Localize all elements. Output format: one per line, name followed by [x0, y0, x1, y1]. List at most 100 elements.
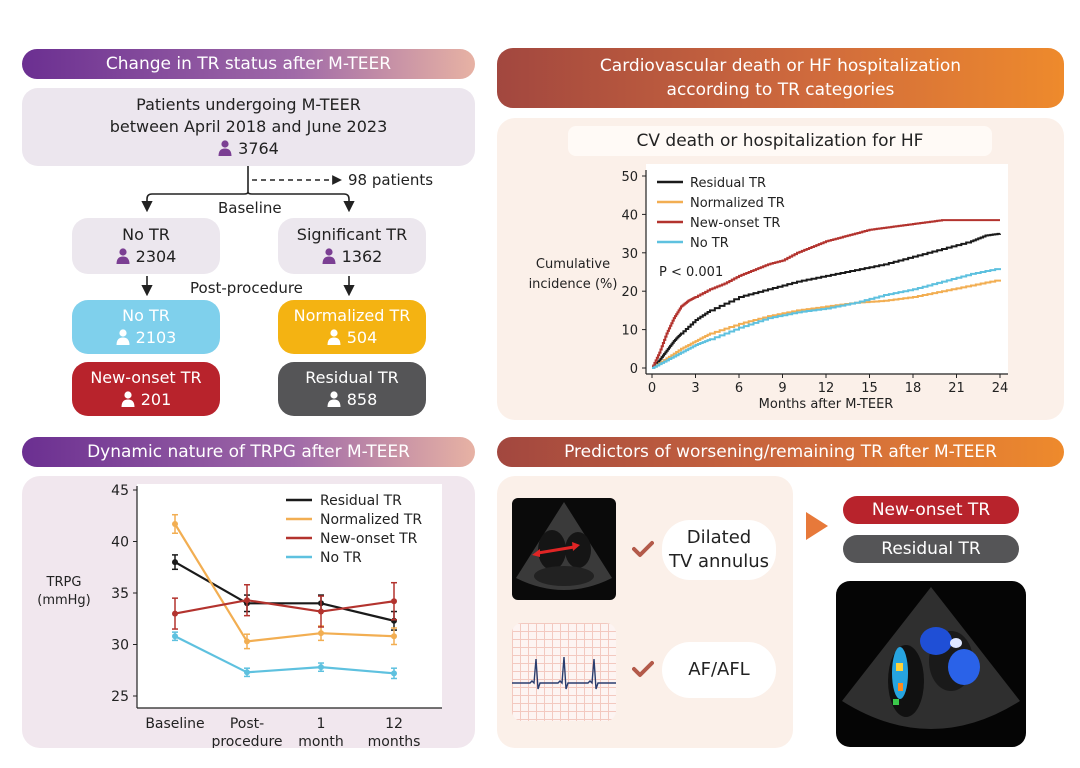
- km-subtitle: CV death or hospitalization for HF: [568, 126, 992, 156]
- km-legend-label: New-onset TR: [690, 216, 780, 231]
- km-x-tick-label: 3: [691, 381, 699, 396]
- normalized-count: 504: [327, 327, 377, 349]
- km-line-normalized-tr: [652, 279, 1001, 369]
- predictors-header: Predictors of worsening/remaining TR aft…: [497, 437, 1064, 467]
- trpg-chart: 25 30 35 40 45 Baseline Post-procedure 1 month 12…: [37, 483, 442, 748]
- trpg-legend-label: Normalized TR: [320, 512, 422, 528]
- trpg-y-tick-label: 45: [111, 483, 129, 499]
- cv-death-header: Cardiovascular death or HF hospitalizati…: [497, 48, 1064, 108]
- trpg-y-label-1: TRPG: [46, 575, 82, 590]
- km-y-tick-label: 0: [630, 362, 638, 377]
- trpg-point: [172, 559, 178, 566]
- predictor-af: AF/AFL: [662, 642, 776, 698]
- trpg-legend-label: New-onset TR: [320, 531, 418, 547]
- baseline-label: Baseline: [218, 199, 282, 217]
- post-procedure-label: Post-procedure: [190, 279, 303, 297]
- km-y-tick-label: 50: [621, 170, 638, 185]
- km-x-tick-label: 15: [861, 381, 878, 396]
- baseline-sig-tr-box: Significant TR 1362: [278, 218, 426, 274]
- person-icon: [218, 140, 232, 156]
- person-icon: [327, 329, 341, 345]
- km-x-label: Months after M-TEER: [759, 397, 894, 412]
- km-x-tick-label: 9: [778, 381, 786, 396]
- person-icon: [327, 391, 341, 407]
- cohort-box: Patients undergoing M-TEER between April…: [22, 88, 475, 166]
- person-icon: [116, 248, 130, 264]
- trpg-x-label: Post-: [230, 716, 264, 732]
- km-x-tick-label: 6: [735, 381, 743, 396]
- outcome-new-onset: New-onset TR: [843, 496, 1019, 524]
- trpg-point: [318, 608, 324, 615]
- no-tr-label: No TR: [122, 225, 170, 244]
- residual-box: Residual TR 858: [278, 362, 426, 416]
- person-icon: [322, 248, 336, 264]
- cohort-line2: between April 2018 and June 2023: [109, 117, 388, 136]
- km-line-no-tr: [652, 268, 1001, 369]
- km-y-label-2: incidence (%): [529, 277, 618, 292]
- trpg-y-label-2: (mmHg): [37, 593, 91, 608]
- km-x-tick-label: 21: [948, 381, 965, 396]
- outcome-residual: Residual TR: [843, 535, 1019, 563]
- km-chart: 0 10 20 30 40 50 0 3 6 9 12 15 18 21 24 Months after M-…: [529, 164, 1008, 412]
- check-icon: [632, 661, 654, 677]
- person-icon: [116, 329, 130, 345]
- trpg-point: [391, 633, 397, 640]
- trpg-x-label: 12: [385, 716, 403, 732]
- km-line-residual-tr: [652, 232, 1001, 369]
- residual-count: 858: [327, 389, 377, 411]
- km-legend-label: Residual TR: [690, 176, 766, 191]
- km-x-tick-label: 12: [818, 381, 835, 396]
- normalized-label: Normalized TR: [293, 306, 411, 325]
- trpg-point: [318, 630, 324, 637]
- echo-image: [512, 498, 616, 600]
- ecg-image: [512, 623, 616, 721]
- trpg-legend-label: No TR: [320, 550, 362, 566]
- km-y-tick-label: 10: [621, 324, 638, 339]
- baseline-no-tr-box: No TR 2304: [72, 218, 220, 274]
- predictor-annulus: Dilated TV annulus: [662, 520, 776, 580]
- km-y-tick-label: 30: [621, 247, 638, 262]
- cohort-line1: Patients undergoing M-TEER: [136, 95, 361, 114]
- tr-status-header: Change in TR status after M-TEER: [22, 49, 475, 79]
- no-tr-count: 2304: [116, 246, 176, 268]
- km-y-tick-label: 20: [621, 285, 638, 300]
- trpg-line: [174, 599, 395, 615]
- km-plot-area: [646, 164, 1008, 374]
- trpg-point: [244, 597, 250, 604]
- trpg-point: [244, 669, 250, 676]
- doppler-echo-image: [836, 581, 1026, 747]
- trpg-line: [174, 635, 395, 675]
- trpg-line: [174, 523, 395, 643]
- new-onset-box: New-onset TR 201: [72, 362, 220, 416]
- km-x-tick-label: 18: [905, 381, 922, 396]
- person-icon: [121, 391, 135, 407]
- km-legend-label: No TR: [690, 236, 729, 251]
- trpg-point: [172, 633, 178, 640]
- post-no-tr-label: No TR: [122, 306, 170, 325]
- km-y-label-1: Cumulative: [536, 257, 610, 272]
- trpg-x-label: 1: [317, 716, 326, 732]
- trpg-header: Dynamic nature of TRPG after M-TEER: [22, 437, 475, 467]
- km-p-value: P < 0.001: [659, 265, 723, 280]
- trpg-y-tick-label: 25: [111, 689, 129, 705]
- km-y-tick-label: 40: [621, 208, 638, 223]
- new-onset-label: New-onset TR: [90, 368, 202, 387]
- trpg-point: [172, 520, 178, 527]
- trpg-point: [391, 670, 397, 677]
- trpg-plot-area: [137, 484, 442, 708]
- km-legend-label: Normalized TR: [690, 196, 785, 211]
- sig-tr-label: Significant TR: [296, 225, 408, 244]
- km-x-tick-label: 0: [648, 381, 656, 396]
- post-no-tr-count: 2103: [116, 327, 176, 349]
- cohort-count: 3764: [218, 138, 279, 160]
- km-line-new-onset-tr: [652, 219, 1000, 369]
- trpg-y-tick-label: 35: [111, 586, 129, 602]
- trpg-point: [391, 598, 397, 605]
- trpg-point: [318, 664, 324, 671]
- check-icon: [632, 541, 654, 557]
- excluded-label: 98 patients: [348, 171, 434, 189]
- trpg-y-tick-label: 40: [111, 535, 129, 551]
- trpg-x-label: Baseline: [145, 716, 204, 732]
- trpg-x-label: months: [368, 734, 421, 748]
